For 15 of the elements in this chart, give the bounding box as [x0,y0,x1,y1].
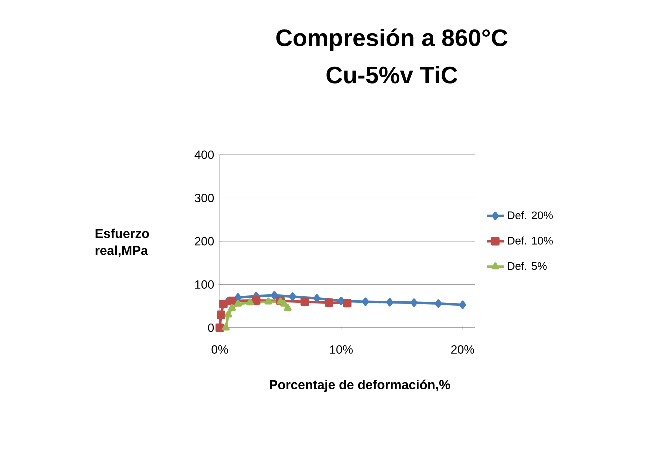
x-tick-label: 20% [451,346,474,354]
chart-title: Compresión a 860°C [276,28,508,52]
legend-label: Def. 10% [508,236,554,245]
y-tick-label: 300 [195,194,214,202]
chart-subtitle: Cu-5%v TiC [326,66,458,84]
legend-label: Def. 20% [508,211,554,220]
legend-label: Def. 5% [508,262,547,270]
y-axis-title: Esfuerzo real,MPa [96,228,150,258]
x-tick-label: 0% [212,346,228,354]
y-tick-label: 100 [195,280,214,289]
y-tick-label: 0 [208,324,214,332]
x-axis-title: Porcentaje de deformación,% [270,380,450,392]
y-tick-label: 200 [195,237,214,246]
y-tick-label: 400 [194,150,214,160]
x-tick-label: 10% [330,346,353,354]
